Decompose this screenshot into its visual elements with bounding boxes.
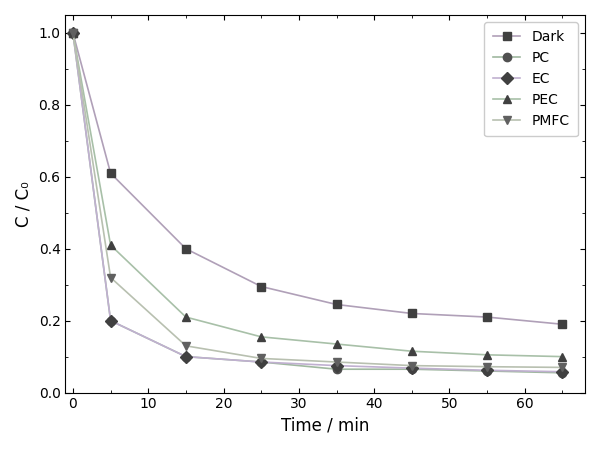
PMFC [182, 343, 190, 349]
PEC [484, 352, 491, 357]
PEC [107, 243, 114, 248]
EC [257, 359, 265, 364]
Line: EC: EC [69, 29, 566, 376]
PMFC [333, 359, 340, 364]
EC [484, 368, 491, 373]
X-axis label: Time / min: Time / min [281, 417, 370, 435]
Dark [559, 322, 566, 327]
PMFC [484, 364, 491, 369]
EC [408, 365, 415, 371]
PEC [408, 349, 415, 354]
Dark [107, 171, 114, 176]
PMFC [107, 275, 114, 280]
Dark [257, 284, 265, 289]
EC [333, 363, 340, 368]
Dark [408, 311, 415, 316]
PC [559, 370, 566, 375]
EC [182, 354, 190, 359]
EC [107, 318, 114, 324]
PC [107, 318, 114, 324]
PMFC [408, 363, 415, 368]
PC [70, 30, 77, 36]
Line: PMFC: PMFC [69, 29, 566, 372]
PC [484, 368, 491, 373]
PC [408, 366, 415, 372]
EC [70, 30, 77, 36]
Dark [333, 302, 340, 307]
PEC [182, 315, 190, 320]
Legend: Dark, PC, EC, PEC, PMFC: Dark, PC, EC, PEC, PMFC [484, 22, 578, 136]
Dark [484, 315, 491, 320]
Line: PEC: PEC [69, 29, 566, 361]
PEC [257, 334, 265, 340]
PC [182, 354, 190, 359]
PMFC [70, 30, 77, 36]
Dark [182, 246, 190, 252]
PMFC [559, 364, 566, 370]
Y-axis label: C / C₀: C / C₀ [15, 181, 33, 227]
PEC [333, 342, 340, 347]
PC [333, 366, 340, 372]
PEC [70, 30, 77, 36]
Line: Dark: Dark [69, 29, 566, 328]
EC [559, 369, 566, 374]
PEC [559, 354, 566, 359]
Line: PC: PC [69, 29, 566, 377]
Dark [70, 30, 77, 36]
PC [257, 359, 265, 364]
PMFC [257, 356, 265, 361]
